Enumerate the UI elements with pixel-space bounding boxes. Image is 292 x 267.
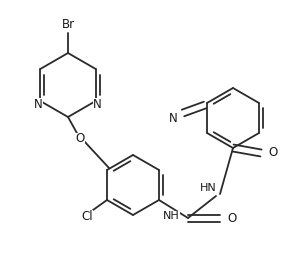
Text: N: N	[169, 112, 178, 125]
Text: N: N	[34, 97, 43, 111]
Text: HN: HN	[200, 183, 216, 193]
Text: NH: NH	[163, 211, 180, 221]
Text: O: O	[75, 132, 85, 146]
Text: N: N	[93, 97, 102, 111]
Text: Cl: Cl	[81, 210, 93, 222]
Text: Br: Br	[61, 18, 74, 32]
Text: O: O	[227, 211, 237, 225]
Text: O: O	[268, 147, 278, 159]
